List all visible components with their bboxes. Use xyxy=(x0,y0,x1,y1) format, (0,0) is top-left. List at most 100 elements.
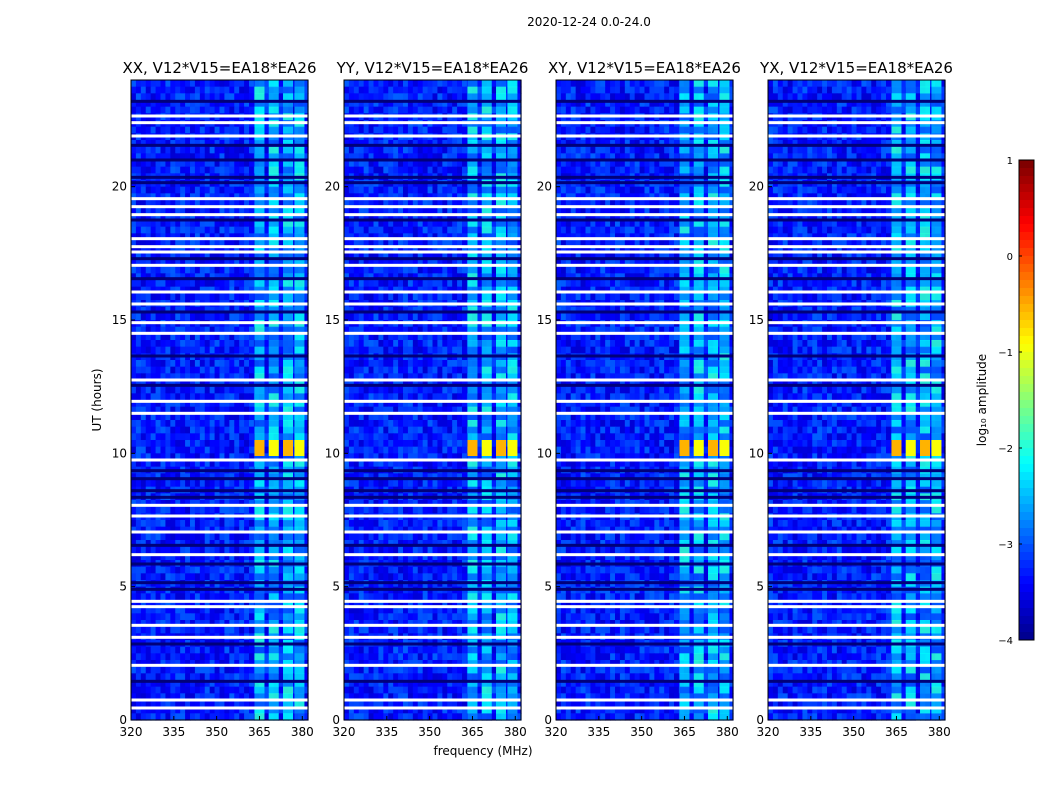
heatmap-cell xyxy=(219,246,226,254)
heatmap-cell xyxy=(219,446,226,454)
heatmap-cell xyxy=(175,546,181,554)
heatmap-cell xyxy=(234,526,240,534)
heatmap-cell xyxy=(131,153,137,161)
heatmap-cell xyxy=(244,126,250,134)
heatmap-cell xyxy=(150,533,157,541)
heatmap-cell xyxy=(412,146,419,154)
heatmap-cell xyxy=(516,220,522,228)
heatmap-cell xyxy=(145,280,152,288)
heatmap-cell xyxy=(160,606,167,614)
heatmap-cell xyxy=(412,206,419,214)
heatmap-cell xyxy=(432,186,439,194)
heatmap-cell xyxy=(135,673,142,681)
heatmap-cell xyxy=(234,593,240,601)
heatmap-cell xyxy=(378,273,384,281)
heatmap-cell xyxy=(160,566,167,574)
heatmap-cell xyxy=(150,246,157,254)
heatmap-cell xyxy=(150,366,157,374)
heatmap-cell xyxy=(224,260,230,268)
heatmap-cell xyxy=(373,106,380,114)
heatmap-cell xyxy=(239,360,245,368)
rfi-band-cell xyxy=(268,220,279,228)
heatmap-cell xyxy=(249,313,255,321)
heatmap-cell xyxy=(476,193,483,201)
dark-row xyxy=(131,181,308,185)
heatmap-cell xyxy=(194,646,201,654)
heatmap-cell xyxy=(249,200,255,208)
dark-row xyxy=(131,158,308,162)
heatmap-cell xyxy=(442,140,448,148)
heatmap-cell xyxy=(244,413,250,421)
heatmap-cell xyxy=(185,326,191,334)
heatmap-cell xyxy=(190,333,196,341)
heatmap-cell xyxy=(214,526,221,534)
heatmap-cell xyxy=(263,293,270,301)
heatmap-cell xyxy=(140,700,147,708)
heatmap-cell xyxy=(145,386,152,394)
heatmap-cell xyxy=(491,253,498,261)
heatmap-cell xyxy=(303,293,309,301)
rfi-band-cell xyxy=(254,406,265,414)
heatmap-cell xyxy=(190,393,196,401)
heatmap-cell xyxy=(214,626,221,634)
heatmap-cell xyxy=(135,533,142,541)
heatmap-cell xyxy=(353,126,360,134)
rfi-band-cell xyxy=(294,146,305,154)
heatmap-cell xyxy=(432,240,439,248)
heatmap-cell xyxy=(476,93,483,101)
heatmap-cell xyxy=(131,206,137,214)
heatmap-cell xyxy=(417,226,424,234)
flagged-row xyxy=(131,213,308,217)
heatmap-cell xyxy=(263,273,270,281)
heatmap-cell xyxy=(185,713,191,721)
heatmap-cell xyxy=(204,186,211,194)
heatmap-cell xyxy=(155,246,162,254)
heatmap-cell xyxy=(303,433,309,441)
heatmap-cell xyxy=(150,126,157,134)
heatmap-cell xyxy=(219,213,226,221)
heatmap-cell xyxy=(145,680,152,688)
heatmap-cell xyxy=(263,526,270,534)
heatmap-cell xyxy=(185,106,191,114)
heatmap-cell xyxy=(180,206,186,214)
heatmap-cell xyxy=(437,93,443,101)
rfi-band-cell xyxy=(283,240,294,248)
heatmap-cell xyxy=(249,193,255,201)
heatmap-cell xyxy=(131,480,137,488)
heatmap-cell xyxy=(160,100,167,108)
heatmap-cell xyxy=(214,226,221,234)
heatmap-cell xyxy=(180,200,186,208)
heatmap-cell xyxy=(224,653,230,661)
heatmap-cell xyxy=(150,213,157,221)
flagged-row xyxy=(131,399,308,403)
heatmap-cell xyxy=(219,93,226,101)
rfi-band-cell xyxy=(283,673,294,681)
heatmap-cell xyxy=(214,366,221,374)
heatmap-cell xyxy=(155,226,162,234)
heatmap-cell xyxy=(219,706,226,714)
heatmap-cell xyxy=(150,226,157,234)
heatmap-cell xyxy=(249,373,255,381)
heatmap-cell xyxy=(476,186,483,194)
heatmap-cell xyxy=(263,146,270,154)
heatmap-cell xyxy=(224,193,230,201)
heatmap-cell xyxy=(239,460,245,468)
heatmap-cell xyxy=(452,246,458,254)
heatmap-cell xyxy=(249,540,255,548)
heatmap-cell xyxy=(180,693,186,701)
heatmap-cell xyxy=(373,153,380,161)
rfi-band-cell xyxy=(268,280,279,288)
heatmap-cell xyxy=(214,706,221,714)
heatmap-cell xyxy=(150,520,157,528)
heatmap-cell xyxy=(204,86,211,94)
heatmap-cell xyxy=(358,146,365,154)
heatmap-cell xyxy=(170,400,176,408)
heatmap-cell xyxy=(353,200,360,208)
heatmap-cell xyxy=(358,233,365,241)
heatmap-cell xyxy=(398,233,404,241)
heatmap-cell xyxy=(194,433,201,441)
heatmap-cell xyxy=(303,160,309,168)
heatmap-cell xyxy=(204,326,211,334)
heatmap-cell xyxy=(412,273,419,281)
heatmap-cell xyxy=(219,233,226,241)
